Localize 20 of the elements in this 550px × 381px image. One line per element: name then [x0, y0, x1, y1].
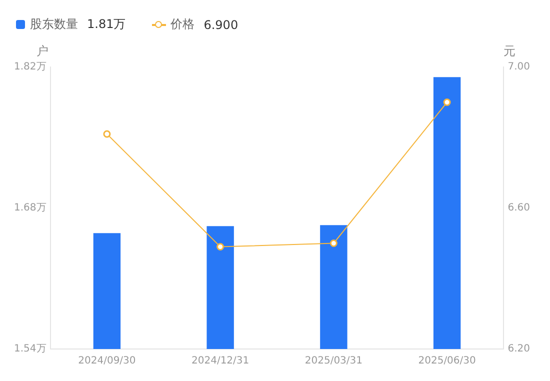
x-tick-label: 2024/12/31	[191, 356, 250, 367]
y-axis-title: 户	[36, 44, 48, 58]
text: 1.81万	[87, 16, 126, 33]
y-tick-label: 1.82万	[14, 62, 46, 73]
y-tick-label: 1.54万	[14, 344, 46, 355]
y-tick-label: 1.68万	[14, 202, 46, 214]
legend-label: 价格	[170, 16, 195, 33]
text: 6.900	[204, 18, 238, 32]
x-tick-label: 2024/09/30	[78, 356, 136, 367]
x-tick-label: 2025/03/31	[304, 356, 363, 367]
point	[103, 130, 111, 138]
x-tick-label: 2025/06/30	[418, 356, 476, 367]
legend-label: 股东数量	[30, 16, 78, 33]
y2-tick-label: 6.20	[508, 344, 530, 355]
point	[443, 98, 451, 106]
y2-tick-label: 6.60	[508, 202, 530, 214]
y2-tick-label: 7.00	[508, 62, 530, 73]
point	[330, 240, 338, 247]
y2-axis-title: 元	[504, 44, 516, 58]
point	[216, 243, 224, 251]
